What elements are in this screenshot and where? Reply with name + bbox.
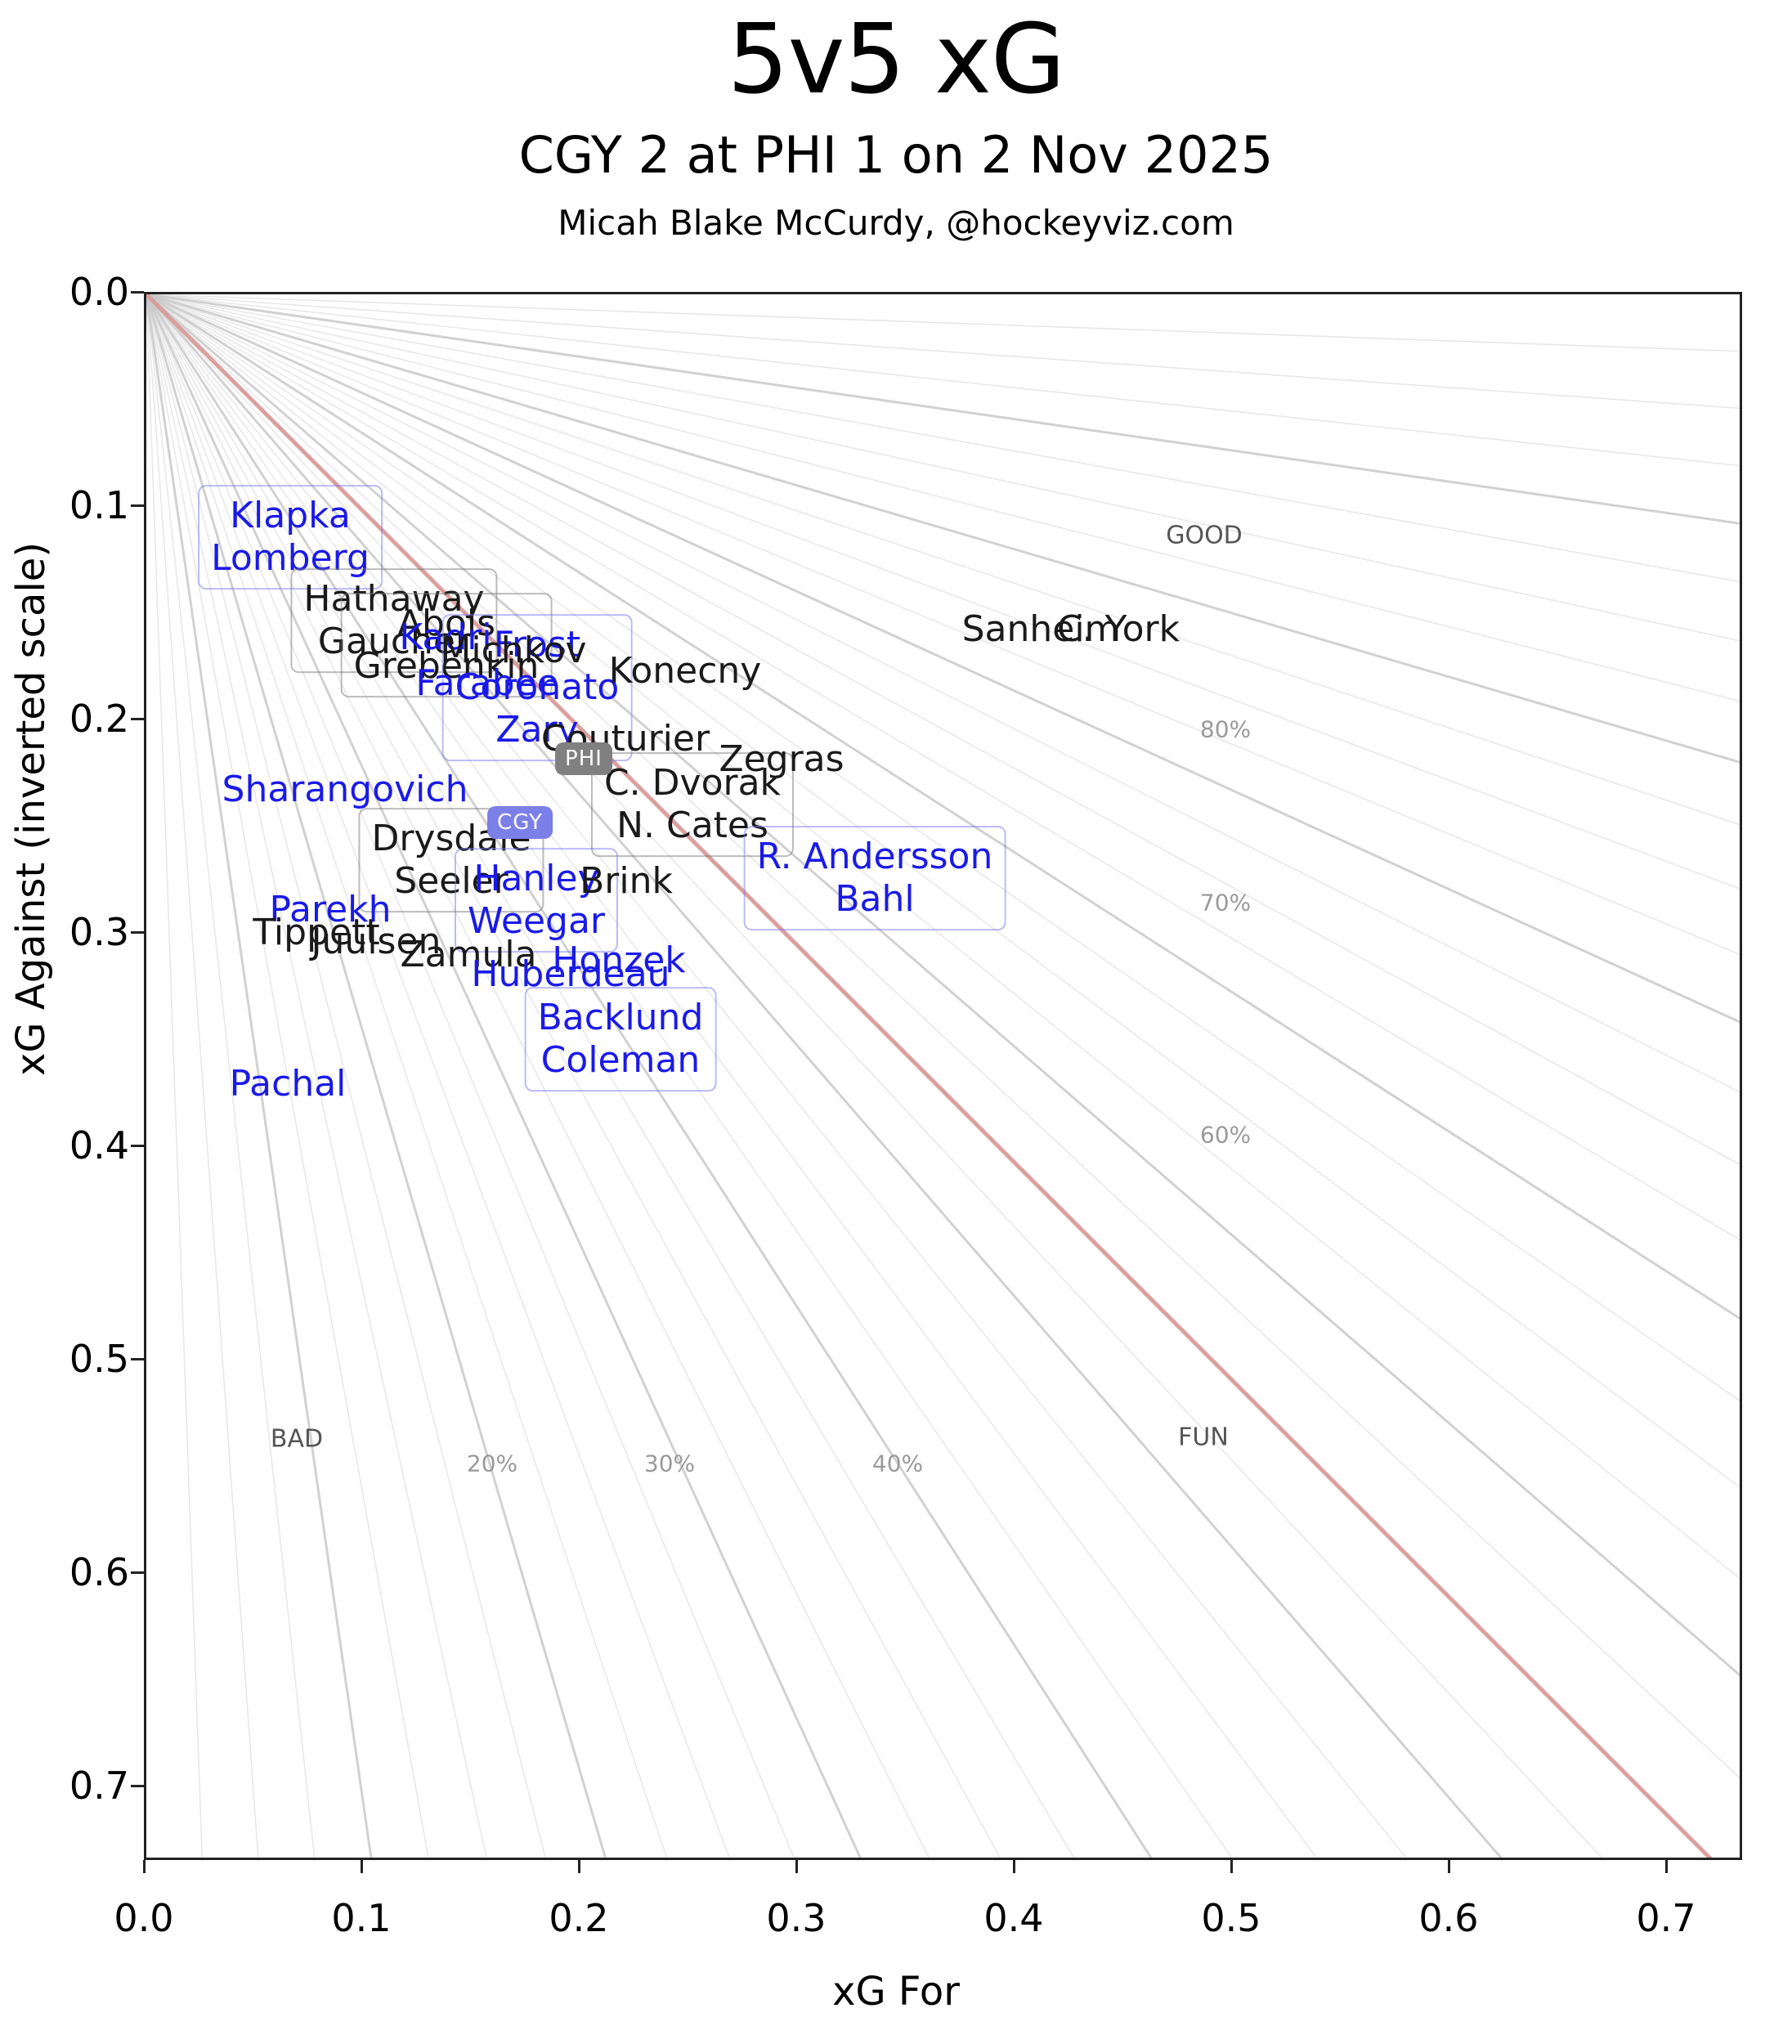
y-tick-label: 0.4: [69, 1123, 129, 1168]
player-label: Abols: [396, 603, 496, 645]
player-label: Parekh: [269, 889, 392, 930]
player-label: Huberdeau: [471, 953, 670, 995]
share-ray-label: 80%: [1199, 715, 1252, 743]
y-tick-mark: [131, 930, 144, 934]
player-label: Juulsen: [311, 921, 441, 962]
player-label: Coleman: [540, 1039, 701, 1081]
player-group-box: Hathaway Gaucher: [290, 568, 498, 673]
player-label: Honzek: [552, 939, 686, 981]
team-badge-cgy: CGY: [487, 806, 553, 839]
y-tick-label: 0.2: [69, 696, 129, 741]
player-label: Coronato: [455, 666, 620, 709]
player-label: Sharangovich: [222, 769, 468, 810]
x-tick-label: 0.5: [1201, 1896, 1261, 1940]
y-tick-label: 0.7: [69, 1763, 129, 1808]
player-label: Hanley: [473, 858, 599, 900]
reference-ray-fan: [146, 294, 1740, 1858]
chart-credit: Micah Blake McCurdy, @hockeyviz.com: [558, 202, 1234, 243]
x-tick-label: 0.7: [1636, 1896, 1696, 1940]
share-ray-label: 20%: [466, 1450, 518, 1477]
y-tick-mark: [131, 291, 144, 294]
x-tick-label: 0.4: [983, 1896, 1044, 1940]
x-tick-mark: [1664, 1860, 1668, 1873]
quadrant-annotation: GOOD: [1166, 521, 1243, 550]
share-ray-label: 40%: [871, 1450, 924, 1477]
player-group-box: C. Dvorak N. Cates: [590, 752, 795, 857]
player-label: Weegar: [467, 900, 606, 942]
y-tick-label: 0.1: [69, 482, 129, 527]
page-title: 5v5 xG: [727, 2, 1066, 115]
scatter-plot-area: Klapka Lomberg Hathaway Gaucher Abols Grebenk…: [144, 292, 1742, 1860]
player-label: Gaucher: [317, 621, 471, 662]
player-label: C. Dvorak: [603, 762, 782, 805]
player-group-box: Backlund Coleman: [524, 987, 717, 1091]
quadrant-annotation: FUN: [1178, 1423, 1229, 1452]
player-label: Kadri: [399, 616, 492, 658]
player-label: Konecny: [608, 650, 762, 692]
player-label: Backlund: [537, 997, 704, 1039]
player-label: Pachal: [229, 1063, 347, 1105]
player-label: Grebenkin: [353, 645, 540, 687]
x-tick-mark: [1230, 1860, 1233, 1873]
player-group-box: Frost Coronato Zary: [441, 614, 633, 761]
y-tick-label: 0.5: [69, 1336, 129, 1381]
share-ray-label: 70%: [1199, 889, 1252, 917]
player-group-box: Abols Grebenkin: [340, 593, 553, 697]
x-tick-label: 0.6: [1418, 1896, 1479, 1940]
y-tick-mark: [131, 717, 144, 720]
x-axis-title: xG For: [832, 1969, 960, 2015]
y-tick-mark: [131, 1571, 144, 1574]
x-tick-mark: [143, 1860, 146, 1873]
x-tick-label: 0.3: [766, 1896, 827, 1940]
player-group-box: Hanley Weegar: [454, 848, 619, 953]
share-ray-label: 30%: [643, 1450, 696, 1477]
player-group-box: Klapka Lomberg: [198, 485, 383, 589]
player-label: Zegras: [719, 738, 844, 780]
y-tick-label: 0.3: [69, 909, 129, 954]
chart-subtitle: CGY 2 at PHI 1 on 2 Nov 2025: [518, 124, 1274, 185]
y-tick-mark: [131, 1357, 144, 1360]
x-tick-mark: [360, 1860, 363, 1873]
player-label: Bahl: [835, 878, 915, 920]
player-label: Seeler: [394, 860, 508, 902]
player-label: Frost: [493, 624, 581, 666]
x-tick-label: 0.0: [114, 1896, 174, 1940]
player-label: Farabee: [415, 662, 559, 704]
y-tick-mark: [131, 1144, 144, 1147]
player-label: Michkov: [440, 630, 587, 671]
y-tick-mark: [131, 1784, 144, 1787]
x-tick-label: 0.2: [549, 1896, 609, 1940]
x-tick-label: 0.1: [331, 1896, 392, 1940]
x-tick-mark: [1012, 1860, 1015, 1873]
player-label: Brink: [580, 860, 673, 902]
quadrant-annotation: BAD: [270, 1424, 324, 1454]
player-label: R. Andersson: [756, 836, 993, 878]
x-tick-mark: [1447, 1860, 1450, 1873]
player-label: Tippett: [253, 912, 380, 953]
player-label: Lomberg: [211, 537, 370, 579]
player-label: Klapka: [230, 495, 351, 537]
y-tick-label: 0.6: [69, 1549, 129, 1594]
player-label: N. Cates: [616, 805, 768, 846]
player-label: Zamula: [400, 934, 537, 975]
share-ray-label: 60%: [1199, 1121, 1252, 1149]
team-badge-phi: PHI: [555, 742, 612, 775]
player-label: Sanheim: [961, 608, 1120, 650]
player-group-box: R. Andersson Bahl: [743, 826, 1006, 930]
player-label: C. York: [1056, 608, 1180, 650]
y-tick-mark: [131, 504, 144, 507]
x-tick-mark: [577, 1860, 580, 1873]
title-block: 5v5 xG CGY 2 at PHI 1 on 2 Nov 2025 Mica…: [0, 0, 1792, 242]
y-axis-title: xG Against (inverted scale): [8, 541, 54, 1076]
x-tick-mark: [795, 1860, 798, 1873]
y-tick-label: 0.0: [69, 270, 129, 314]
player-label: Hathaway: [303, 578, 485, 621]
